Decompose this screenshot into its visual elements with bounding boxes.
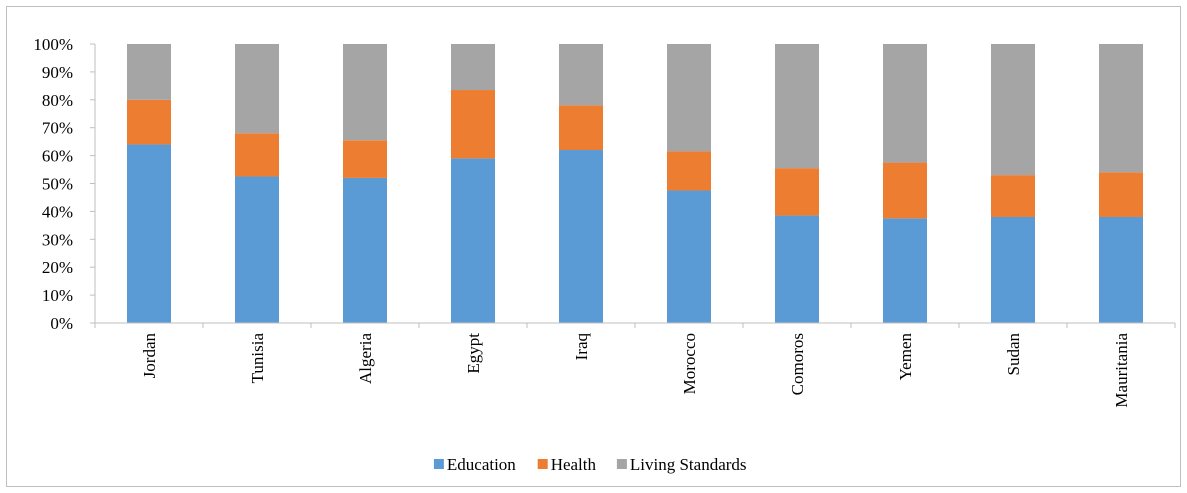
bar-segment-living-standards	[883, 44, 927, 163]
bar-segment-education	[127, 144, 171, 323]
bar-segment-living-standards	[1099, 44, 1143, 173]
bar-segment-health	[883, 162, 927, 219]
bar-segment-living-standards	[991, 44, 1035, 176]
bar-segment-living-standards	[775, 44, 819, 169]
legend-swatch	[537, 459, 548, 469]
y-tick-label: 30%	[42, 230, 73, 249]
bar-segment-education	[667, 190, 711, 323]
bar-segment-health	[1099, 172, 1143, 217]
category-label: Iraq	[572, 333, 591, 361]
y-tick-label: 10%	[42, 286, 73, 305]
x-axis: Jordan Tunisia Algeria Egypt Iraq Morocco Como…	[94, 322, 1176, 408]
bar-segment-education	[343, 177, 387, 323]
bar-segment-health	[667, 151, 711, 191]
bar-segment-health	[343, 140, 387, 178]
bar-segment-living-standards	[451, 44, 495, 91]
legend-swatch	[616, 459, 627, 469]
y-tick-label: 80%	[42, 91, 73, 110]
bar-segment-living-standards	[559, 44, 603, 106]
y-tick-label: 60%	[42, 147, 73, 166]
bars	[127, 44, 1143, 323]
category-label: Jordan	[140, 333, 159, 379]
legend-swatch	[433, 459, 444, 469]
y-tick-label: 50%	[42, 175, 73, 194]
bar-segment-health	[235, 133, 279, 177]
bar-segment-living-standards	[235, 44, 279, 134]
y-tick-label: 90%	[42, 63, 73, 82]
bar-segment-education	[775, 215, 819, 323]
category-label: Yemen	[896, 333, 915, 381]
bar-segment-living-standards	[343, 44, 387, 141]
bar-segment-education	[991, 216, 1035, 323]
category-label: Comoros	[788, 333, 807, 395]
y-axis: 0% 10% 20% 30% 40% 50% 60% 70% 80% 90% 100%	[33, 35, 96, 333]
category-label: Algeria	[356, 333, 375, 384]
y-tick-label: 70%	[42, 119, 73, 138]
bar-segment-health	[775, 168, 819, 216]
legend-label: Health	[551, 455, 597, 474]
bar-segment-living-standards	[127, 44, 171, 100]
category-label: Tunisia	[248, 333, 267, 384]
category-label: Mauritania	[1112, 333, 1131, 408]
bar-segment-health	[451, 90, 495, 159]
bar-segment-education	[559, 150, 603, 323]
bar-segment-education	[1099, 216, 1143, 323]
bar-segment-education	[235, 176, 279, 323]
y-tick-label: 100%	[33, 35, 73, 54]
bar-segment-health	[559, 105, 603, 151]
bar-segment-education	[451, 158, 495, 323]
category-label: Egypt	[464, 333, 483, 374]
bar-segment-health	[127, 99, 171, 145]
bar-segment-health	[991, 175, 1035, 217]
bar-segment-living-standards	[667, 44, 711, 152]
y-tick-label: 40%	[42, 202, 73, 221]
bar-segment-education	[883, 218, 927, 323]
legend-label: Education	[447, 455, 516, 474]
category-label: Morocco	[680, 333, 699, 394]
y-tick-label: 0%	[50, 314, 73, 333]
category-label: Sudan	[1004, 333, 1023, 376]
legend: Education Health Living Standards	[433, 455, 747, 474]
legend-label: Living Standards	[630, 455, 747, 474]
y-tick-label: 20%	[42, 258, 73, 277]
